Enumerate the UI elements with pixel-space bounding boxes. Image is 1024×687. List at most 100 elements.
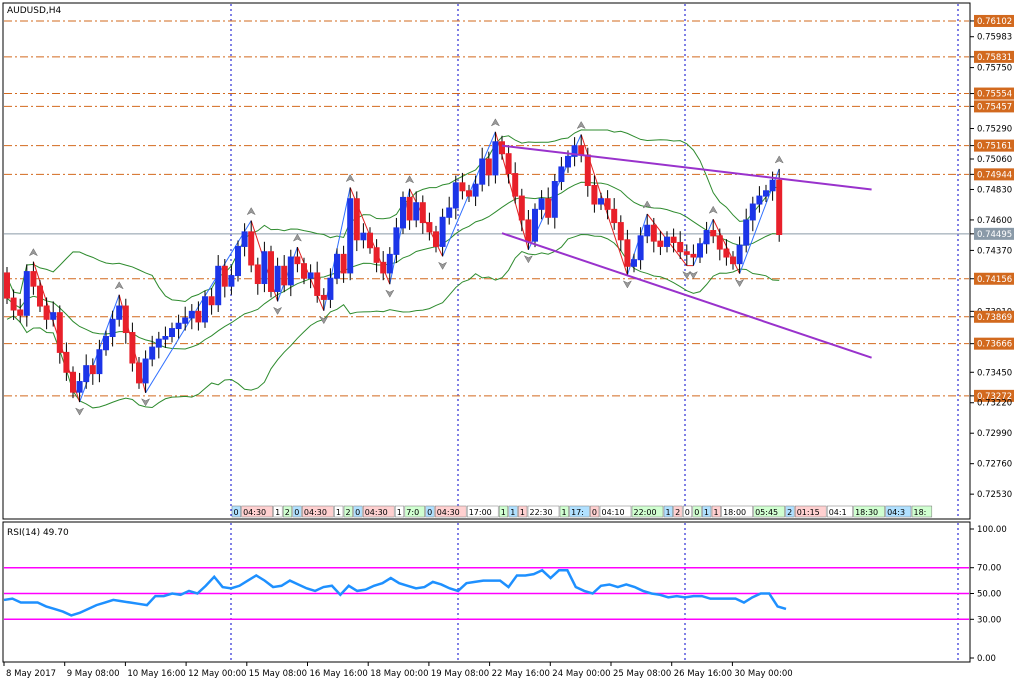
session-marker-box: [853, 505, 885, 518]
session-marker: 1: [663, 505, 673, 518]
price-tick-label: 0.75161: [977, 142, 1012, 152]
candle-body: [129, 332, 136, 364]
candle-body: [664, 236, 670, 247]
candle-body: [301, 263, 307, 279]
session-marker-box: [826, 505, 853, 518]
session-marker: 1: [394, 505, 405, 518]
time-axis: 8 May 2017 9 May 08:00 10 May 16:00 12 May …: [3, 662, 793, 679]
trend-channel-line[interactable]: [501, 144, 872, 191]
fractal-down-icon: [622, 280, 633, 289]
candle-body: [650, 224, 657, 242]
candle-body: [611, 208, 618, 224]
session-marker: 1: [273, 505, 283, 518]
horizontal-levels: [4, 20, 969, 397]
candle-body: [70, 371, 76, 393]
session-marker-box: [663, 505, 673, 518]
rsi-line: [3, 568, 787, 617]
candle-body: [380, 261, 387, 274]
price-tick-label: 0.74495: [977, 230, 1012, 240]
trend-channel-line[interactable]: [501, 232, 872, 359]
candle-body: [670, 236, 677, 243]
candle-body: [697, 243, 703, 258]
price-tick-label: 0.74600: [977, 216, 1012, 226]
session-marker-label: 22:00: [634, 508, 657, 517]
candle-body: [340, 253, 347, 274]
rsi-tick-label: 100.00: [977, 525, 1007, 535]
candle-body: [162, 336, 169, 340]
session-marker-label: 7:0: [406, 508, 419, 517]
candle-body: [373, 247, 380, 263]
fractal-down-icon: [682, 271, 692, 280]
candle-body: [136, 362, 142, 384]
candle-body: [512, 173, 519, 197]
session-marker: 04:3: [885, 505, 912, 518]
session-marker-label: 18:00: [723, 508, 746, 517]
session-marker-box: [334, 505, 344, 518]
trend-channel[interactable]: [501, 144, 872, 359]
level-price-badge: [974, 272, 1014, 285]
candle-body: [690, 253, 697, 258]
session-marker-box: [292, 505, 302, 518]
fractal-down-icon: [74, 407, 85, 416]
rsi-tick-label: 70.00: [977, 564, 1001, 574]
session-marker: 0: [590, 505, 600, 518]
candle-body: [327, 277, 334, 300]
candle-body: [545, 198, 552, 218]
candle-body: [122, 305, 129, 334]
session-marker-label: 22:30: [530, 508, 553, 517]
candle-body: [736, 244, 743, 265]
session-marker-label: 0: [427, 508, 432, 517]
candle-body: [446, 207, 453, 218]
session-marker-box: [885, 505, 912, 518]
candle-body: [426, 222, 433, 233]
fractal-up-icon: [774, 155, 784, 164]
candle-body: [525, 219, 532, 242]
price-tick-label: 0.75554: [977, 90, 1012, 100]
candle-body: [472, 183, 479, 197]
candle-body: [598, 198, 604, 205]
session-marker-box: [362, 505, 395, 518]
fractal-arrows: [28, 118, 784, 416]
session-marker-label: 1: [704, 508, 709, 517]
candle-body: [571, 145, 578, 157]
candle-body: [83, 365, 90, 383]
fractal-down-icon: [272, 306, 283, 315]
session-marker-label: 1: [520, 508, 525, 517]
session-marker-label: 2: [346, 508, 351, 517]
session-marker-box: [721, 505, 753, 518]
fractal-up-icon: [345, 173, 355, 183]
candle-body: [703, 230, 710, 245]
candle-body: [413, 202, 420, 221]
candle-body: [485, 158, 492, 176]
fractal-down-icon: [140, 398, 151, 407]
candle-body: [492, 141, 499, 176]
fractal-up-icon: [28, 248, 39, 257]
level-price-badge: [974, 389, 1014, 402]
candle-body: [505, 153, 512, 175]
candle-body: [763, 190, 769, 197]
candle-body: [4, 272, 10, 299]
candle-body: [400, 196, 406, 229]
session-marker-box: [353, 505, 363, 518]
candle-body: [17, 309, 24, 316]
session-markers: 0 04:30 1 2 0 04:30 1 2 0 04:30 1 7:0 0 04:30 17:00 1 1 1…: [231, 505, 933, 518]
candle-body: [215, 265, 222, 306]
rsi-title: RSI(14) 49.70: [7, 528, 69, 538]
rsi-tick-label: 30.00: [977, 615, 1001, 625]
session-marker-label: 1: [562, 508, 567, 517]
candle-body: [334, 253, 340, 279]
session-marker-box: [404, 505, 425, 518]
candle-body: [294, 256, 301, 265]
candle-body: [538, 198, 545, 210]
session-marker-box: [425, 505, 435, 518]
session-marker: 04:30: [241, 505, 273, 518]
session-marker-label: 2: [787, 508, 792, 517]
price-tick-label: 0.75831: [977, 53, 1012, 63]
time-tick-label: 26 May 16:00: [674, 669, 732, 679]
session-marker-box: [466, 505, 499, 518]
zigzag-segment: [626, 213, 648, 276]
rsi-tick-label: 0.00: [977, 654, 996, 664]
candle-body: [23, 271, 30, 316]
candle-body: [386, 253, 393, 274]
candle-body: [10, 297, 17, 311]
